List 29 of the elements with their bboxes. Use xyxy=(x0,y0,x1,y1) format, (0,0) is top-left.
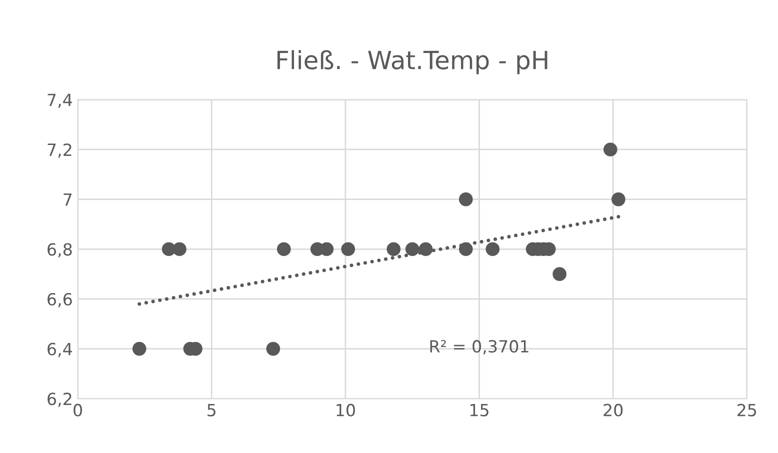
point xyxy=(405,242,420,256)
x-tick-label: 25 xyxy=(737,404,756,416)
x-tick-label: 15 xyxy=(470,404,488,416)
point xyxy=(603,142,618,156)
x-tick-label: 20 xyxy=(604,404,623,416)
y-tick-label: 6,8 xyxy=(48,243,72,258)
point xyxy=(132,342,146,356)
point xyxy=(612,192,626,206)
point xyxy=(172,242,186,256)
point xyxy=(418,242,433,256)
y-tick-label: 6,6 xyxy=(48,292,72,308)
y-tick-label: 7 xyxy=(64,194,72,206)
y-tick-label: 6,4 xyxy=(48,342,72,358)
y-tick-label: 7,2 xyxy=(48,143,72,158)
chart-title: Fließ. - Wat.Temp - pH xyxy=(277,50,548,74)
annotation: R² = 0,3701 xyxy=(430,340,528,354)
x-tick-label: 0 xyxy=(74,404,82,416)
y-tick-label: 7,4 xyxy=(48,94,72,108)
point xyxy=(386,242,401,256)
y-tick-label: 6,2 xyxy=(48,392,72,407)
point xyxy=(458,242,473,256)
point xyxy=(276,242,291,256)
point xyxy=(486,242,500,256)
point xyxy=(341,242,356,256)
x-tick-label: 5 xyxy=(208,404,216,416)
point xyxy=(552,267,566,281)
point xyxy=(458,192,473,206)
point xyxy=(266,342,280,356)
x-tick-label: 10 xyxy=(336,404,355,416)
